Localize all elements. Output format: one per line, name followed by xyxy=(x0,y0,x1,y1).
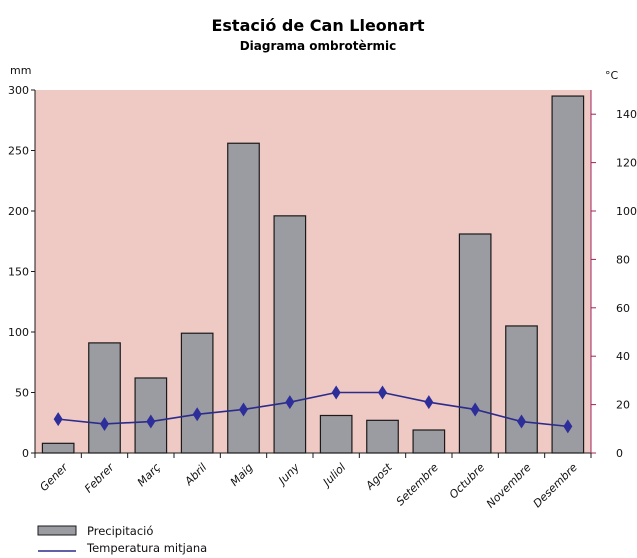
temperature-marker-1 xyxy=(53,412,63,427)
precipitation-bar-9 xyxy=(412,429,446,454)
x-ticks: Gener Febrer Març Abril Maig Juny Juliol Agost S… xyxy=(34,453,592,511)
x-tick-label: Març xyxy=(135,461,163,489)
temperature-marker-9 xyxy=(424,395,434,410)
temperature-marker-8 xyxy=(378,385,387,400)
y-left-unit-label: mm xyxy=(10,64,31,77)
y-left-tick-label: 50 xyxy=(15,387,29,400)
y-right-tick-label: 0 xyxy=(616,447,623,460)
x-tick-label: Juny xyxy=(275,461,303,489)
x-tick-label: Novembre xyxy=(484,461,534,511)
precipitation-bar-10 xyxy=(458,233,492,454)
temperature-marker-3 xyxy=(146,414,156,429)
y-right-tick-label: 140 xyxy=(616,108,637,121)
y-left-tick-label: 150 xyxy=(8,266,29,279)
y-left-tick-label: 300 xyxy=(8,84,29,97)
precipitation-bar-12 xyxy=(551,95,585,454)
temperature-marker-12 xyxy=(563,419,573,434)
legend-precipitation-label: Precipitació xyxy=(87,524,153,538)
temperature-marker-4 xyxy=(192,407,202,422)
y-right-ticks: 0 20 40 60 80 100 120 140 xyxy=(591,108,637,460)
legend-precipitation-swatch xyxy=(37,525,77,536)
y-left-ticks: 0 50 100 150 200 250 300 xyxy=(8,84,35,460)
temperature-marker-2 xyxy=(100,416,109,431)
chart-title: Estació de Can Lleonart xyxy=(211,16,424,35)
x-tick-label: Abril xyxy=(182,461,210,489)
y-right-tick-label: 60 xyxy=(616,302,630,315)
precipitation-bar-6 xyxy=(273,215,307,454)
y-right-tick-label: 100 xyxy=(616,205,637,218)
x-tick-label: Juliol xyxy=(319,461,348,490)
temperature-line xyxy=(58,391,568,428)
x-tick-label: Desembre xyxy=(531,461,580,510)
x-tick-label: Maig xyxy=(228,461,256,489)
x-tick-label: Agost xyxy=(363,460,396,493)
chart-subtitle: Diagrama ombrotèrmic xyxy=(240,39,397,53)
legend-temperature-label: Temperatura mitjana xyxy=(86,541,207,555)
x-tick-label: Setembre xyxy=(394,461,441,508)
y-left-tick-label: 250 xyxy=(8,145,29,158)
y-right-tick-label: 20 xyxy=(616,399,630,412)
precipitation-bar-4 xyxy=(180,332,214,454)
y-left-tick-label: 100 xyxy=(8,326,29,339)
y-right-tick-label: 120 xyxy=(616,157,637,170)
precipitation-bar-7 xyxy=(319,414,353,454)
x-tick-label: Octubre xyxy=(447,461,488,502)
precipitation-bars xyxy=(41,95,585,454)
y-right-tick-label: 80 xyxy=(616,253,630,266)
y-right-tick-label: 40 xyxy=(616,350,630,363)
plot-area xyxy=(35,90,591,453)
temperature-marker-6 xyxy=(285,395,295,410)
y-left-tick-label: 200 xyxy=(8,205,29,218)
precipitation-bar-1 xyxy=(41,442,75,454)
precipitation-bar-8 xyxy=(366,419,399,454)
precipitation-bar-3 xyxy=(134,377,168,454)
temperature-marker-7 xyxy=(331,385,341,400)
y-left-tick-label: 0 xyxy=(22,447,29,460)
x-tick-label: Gener xyxy=(37,460,71,494)
precipitation-bar-2 xyxy=(88,342,121,454)
temperature-marker-10 xyxy=(470,402,480,417)
y-right-unit-label: °C xyxy=(605,69,619,82)
temperature-markers xyxy=(53,385,573,434)
legend: Precipitació Temperatura mitjana xyxy=(37,524,207,555)
temperature-marker-5 xyxy=(239,402,248,417)
precipitation-bar-11 xyxy=(505,325,538,454)
temperature-marker-11 xyxy=(517,414,526,429)
x-tick-label: Febrer xyxy=(82,460,118,496)
